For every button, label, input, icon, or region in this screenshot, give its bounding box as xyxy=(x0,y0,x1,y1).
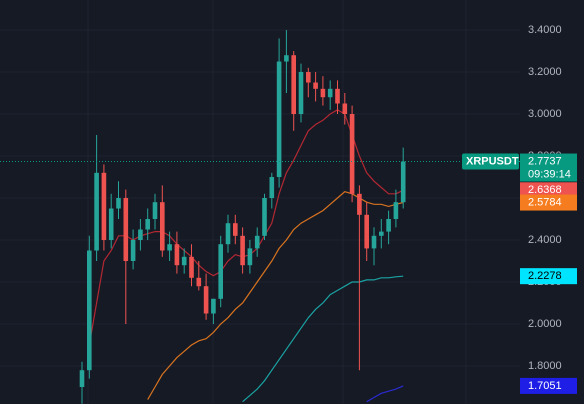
candle-body xyxy=(145,219,150,230)
candle-body xyxy=(284,55,289,62)
candle-body xyxy=(225,223,231,245)
candle-body xyxy=(393,202,399,220)
candle-body xyxy=(123,198,129,262)
ma-price-box xyxy=(520,377,577,394)
candle-body xyxy=(276,61,282,178)
ma-price-label: 1.7051 xyxy=(528,380,562,392)
candle-body xyxy=(218,244,223,299)
candle-body xyxy=(130,240,136,262)
countdown-label: 09:39:14 xyxy=(528,168,571,180)
candle-body xyxy=(306,72,311,83)
candle-body xyxy=(211,298,216,314)
candle-body xyxy=(196,277,202,287)
candle-body xyxy=(203,286,209,314)
candle-body xyxy=(167,244,172,251)
candle-body xyxy=(364,214,369,249)
candle-body xyxy=(400,161,406,203)
candle-body xyxy=(233,223,238,236)
candle-body xyxy=(371,235,377,249)
symbol-label: XRPUSDT xyxy=(466,155,519,167)
candle-body xyxy=(247,248,253,266)
candle-body xyxy=(94,172,99,251)
candle-body xyxy=(320,88,326,98)
candle-body xyxy=(335,88,340,104)
y-tick-label: 2.0000 xyxy=(528,318,562,330)
candle-body xyxy=(174,244,180,266)
y-tick-label: 2.4000 xyxy=(528,234,562,246)
candle-body xyxy=(138,229,143,241)
candle-body xyxy=(342,103,348,115)
y-tick-label: 1.8000 xyxy=(528,360,562,372)
ma-price-label: 2.6368 xyxy=(528,184,562,196)
candle-body xyxy=(160,202,165,251)
ma-line xyxy=(242,275,404,403)
candle-body xyxy=(254,235,260,249)
candle-body xyxy=(349,114,355,194)
candle-body xyxy=(291,55,296,115)
ma-price-box xyxy=(520,194,577,211)
y-tick-label: 3.4000 xyxy=(528,24,562,36)
candle-body xyxy=(240,235,245,266)
candle-body xyxy=(313,82,318,89)
ma-line xyxy=(366,385,404,403)
candle-body xyxy=(262,198,267,236)
ma-price-box xyxy=(520,182,577,199)
candle-body xyxy=(79,370,85,387)
ma-price-label: 2.2278 xyxy=(528,270,562,282)
y-tick-label: 3.0000 xyxy=(528,108,562,120)
candle-body xyxy=(152,202,158,220)
candle-body xyxy=(357,193,362,215)
ma-price-label: 2.5784 xyxy=(528,196,562,208)
candle-body xyxy=(327,88,333,98)
candle-body xyxy=(116,198,121,209)
ma-price-box xyxy=(520,268,577,285)
price-label: 2.7737 xyxy=(528,155,562,167)
y-tick-label: 3.2000 xyxy=(528,66,562,78)
candle-body xyxy=(379,231,384,236)
candle-body xyxy=(189,256,194,278)
candle-body xyxy=(386,219,391,232)
candle-body xyxy=(181,256,187,266)
candle-body xyxy=(298,72,304,115)
candle-body xyxy=(108,208,114,241)
candle-body xyxy=(87,250,92,371)
symbol-box xyxy=(462,153,519,170)
candle-body xyxy=(269,177,275,199)
candle-body xyxy=(101,172,107,241)
price-box xyxy=(520,153,577,182)
